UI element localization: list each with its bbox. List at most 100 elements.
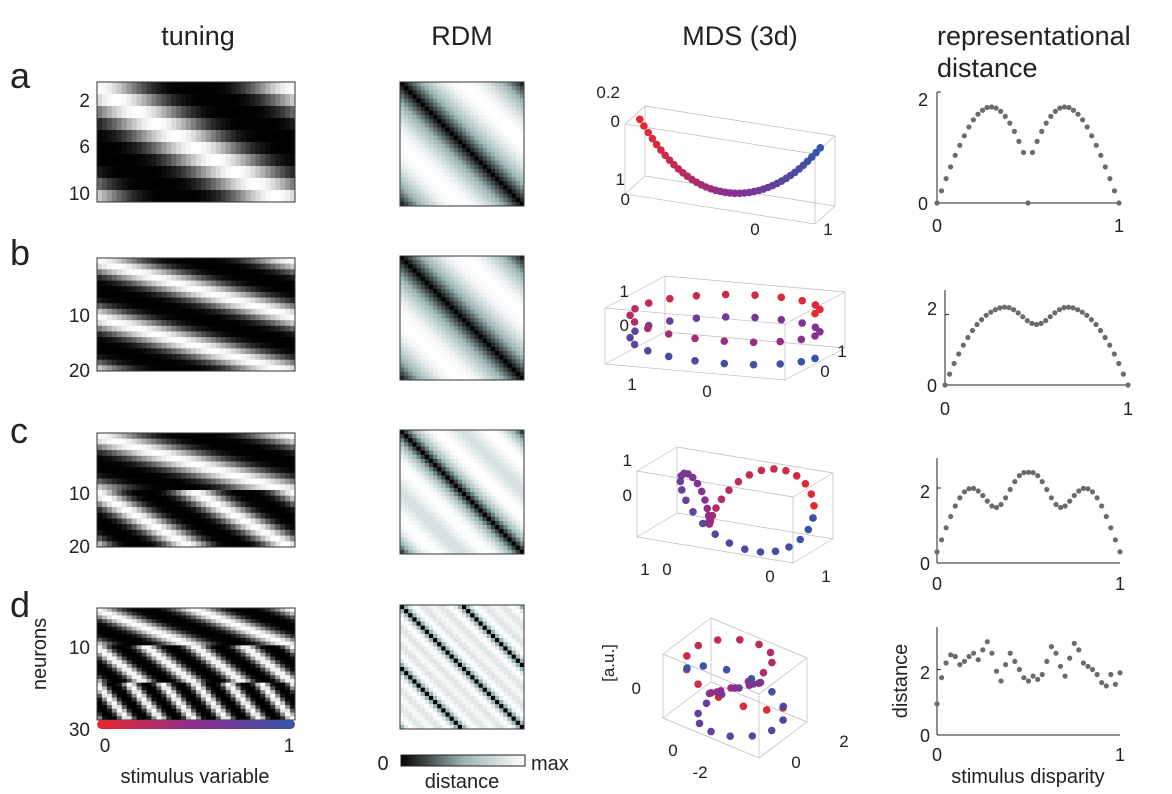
heatmap-cell xyxy=(176,708,182,713)
rdm-cell xyxy=(457,297,463,302)
heatmap-cell xyxy=(210,524,217,531)
heatmap-cell xyxy=(97,693,103,698)
heatmap-cell xyxy=(151,641,157,646)
heatmap-cell xyxy=(205,154,212,167)
rdm-cell xyxy=(412,148,417,153)
heatmap-cell xyxy=(111,314,118,321)
heatmap-cell xyxy=(131,303,137,310)
heatmap-cell xyxy=(250,308,256,315)
rdm-cell xyxy=(511,115,517,120)
heatmap-cell xyxy=(151,716,157,721)
heatmap-cell xyxy=(225,524,232,531)
heatmap-cell xyxy=(220,478,227,485)
heatmap-cell xyxy=(136,634,142,639)
rdm-cell xyxy=(441,119,446,124)
heatmap-cell xyxy=(265,478,271,485)
rdm-cell xyxy=(474,193,479,199)
heatmap-cell xyxy=(101,705,108,710)
rdm-cell xyxy=(445,144,450,149)
heatmap-cell xyxy=(200,82,207,95)
rdm-cell xyxy=(424,131,430,137)
heatmap-cell xyxy=(186,269,192,276)
heatmap-cell xyxy=(166,634,172,639)
heatmap-cell xyxy=(116,190,123,203)
heatmap-cell xyxy=(275,512,281,519)
heatmap-cell xyxy=(97,94,103,107)
heatmap-cell xyxy=(205,342,212,349)
heatmap-cell xyxy=(200,716,207,721)
heatmap-cell xyxy=(101,712,108,717)
heatmap-cell xyxy=(146,649,152,654)
rdm-cell xyxy=(515,160,521,166)
rdm-cell xyxy=(400,313,405,319)
heatmap-cell xyxy=(230,660,236,665)
heatmap-cell xyxy=(275,712,281,717)
heatmap-cell xyxy=(121,82,128,95)
heatmap-cell xyxy=(156,619,162,624)
heatmap-cell xyxy=(196,712,202,717)
heatmap-cell xyxy=(210,529,217,536)
heatmap-cell xyxy=(225,630,232,635)
heatmap-cell xyxy=(285,678,291,684)
rdm-cell xyxy=(453,342,459,348)
rdm-cell xyxy=(428,305,434,311)
heatmap-cell xyxy=(141,667,147,672)
heatmap-cell xyxy=(220,641,227,646)
heatmap-cell xyxy=(240,615,246,620)
heatmap-cell xyxy=(176,106,182,119)
heatmap-cell xyxy=(225,656,232,661)
rdm-cell xyxy=(482,177,488,182)
heatmap-cell xyxy=(210,280,217,287)
rdm-cell xyxy=(482,119,488,124)
rdm-cell xyxy=(474,363,479,368)
heatmap-cell xyxy=(171,611,177,616)
heatmap-cell xyxy=(210,258,217,265)
heatmap-cell xyxy=(196,106,202,119)
heatmap-cell xyxy=(121,461,128,468)
heatmap-cell xyxy=(225,649,232,654)
heatmap-cell xyxy=(270,286,276,293)
rdm-cell xyxy=(437,293,442,298)
rdm-cell xyxy=(404,342,409,348)
heatmap-cell xyxy=(141,507,147,514)
heatmap-cell xyxy=(136,291,142,298)
heatmap-cell xyxy=(126,472,133,479)
heatmap-cell xyxy=(106,484,113,491)
heatmap-cell xyxy=(186,671,192,676)
heatmap-cell xyxy=(161,325,167,332)
rdm-cell xyxy=(453,264,459,269)
heatmap-cell xyxy=(156,354,162,361)
heatmap-cell xyxy=(270,712,276,717)
heatmap-cell xyxy=(126,693,133,698)
heatmap-cell xyxy=(270,308,276,315)
rdm-cell xyxy=(420,268,426,273)
rdm-cell xyxy=(470,330,475,335)
heatmap-cell xyxy=(205,541,212,548)
rdm-cell xyxy=(490,185,496,190)
rdm-cell xyxy=(437,94,442,99)
heatmap-cell xyxy=(225,444,232,451)
rdm-cell xyxy=(462,185,467,190)
rdm-cell xyxy=(416,193,422,199)
heatmap-cell xyxy=(250,495,256,502)
heatmap-cell xyxy=(186,154,192,167)
rdm-cell xyxy=(408,123,413,128)
rdm-cell xyxy=(462,119,467,124)
rdm-cell xyxy=(404,156,409,161)
heatmap-cell xyxy=(176,297,182,304)
heatmap-cell xyxy=(210,291,217,298)
heatmap-cell xyxy=(200,495,207,502)
heatmap-cell xyxy=(245,615,251,620)
rdm-cell xyxy=(499,185,504,190)
rdm-cell xyxy=(420,334,426,340)
rdm-cell xyxy=(490,346,496,352)
heatmap-cell xyxy=(166,320,172,327)
heatmap-cell xyxy=(245,455,251,462)
heatmap-cell xyxy=(230,263,236,270)
heatmap-cell xyxy=(151,467,157,474)
heatmap-cell xyxy=(166,501,172,508)
heatmap-cell xyxy=(121,512,128,519)
heatmap-cell xyxy=(225,641,232,646)
rdm-cell xyxy=(470,301,475,306)
heatmap-cell xyxy=(200,667,207,672)
